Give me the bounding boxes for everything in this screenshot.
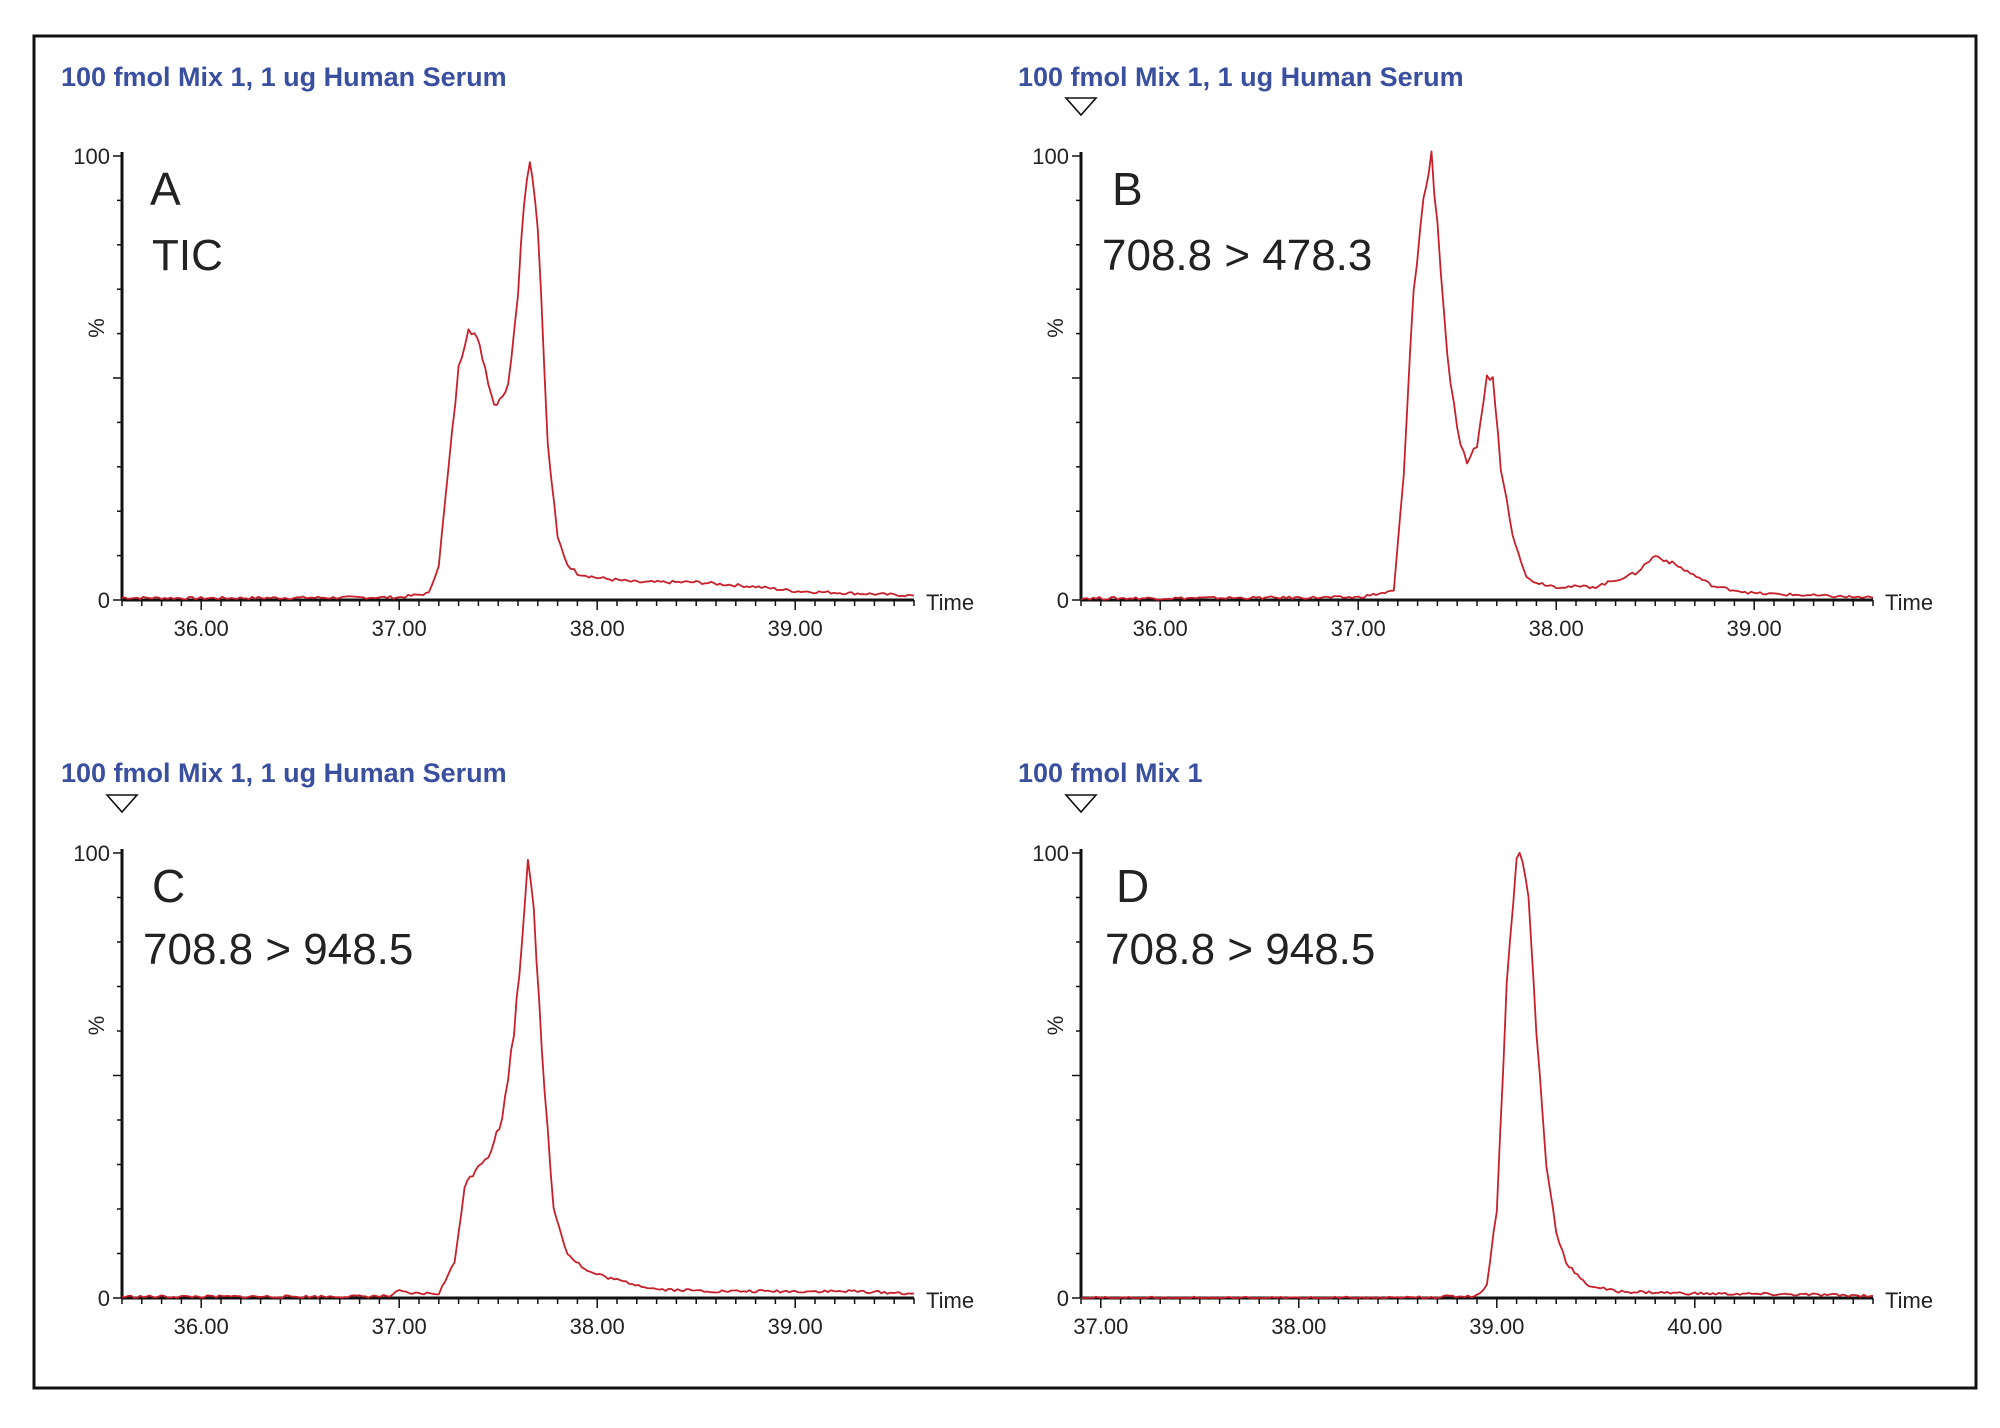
panel-c: 100 fmol Mix 1, 1 ug Human Serum C 708.8… <box>61 758 507 974</box>
chromatogram-trace-d <box>1081 851 1874 1299</box>
x-tick-label: 39.00 <box>768 616 823 641</box>
panel-c-letter: C <box>152 860 185 912</box>
chart-d: 37.00 38.00 39.00 40.00 0 100 Time% <box>1032 794 1933 1339</box>
x-tick-label: 37.00 <box>1331 616 1386 641</box>
peak-marker-icon <box>1064 97 1098 117</box>
x-tick-label: 40.00 <box>1667 1314 1722 1339</box>
panel-a: 100 fmol Mix 1, 1 ug Human Serum A TIC <box>61 62 507 280</box>
y-tick-label: 0 <box>1057 588 1069 613</box>
x-tick-label: 36.00 <box>1133 616 1188 641</box>
x-tick-label: 39.00 <box>1727 616 1782 641</box>
y-tick-label: 0 <box>98 588 110 613</box>
panel-a-letter: A <box>150 163 181 215</box>
y-tick-label: 0 <box>98 1286 110 1311</box>
panel-d-title: 100 fmol Mix 1 <box>1018 758 1203 788</box>
chromatogram-trace-a <box>121 161 915 601</box>
y-tick-label: 100 <box>73 841 110 866</box>
panel-b-title: 100 fmol Mix 1, 1 ug Human Serum <box>1018 62 1464 92</box>
x-tick-label: 38.00 <box>570 1314 625 1339</box>
y-tick-label: 100 <box>73 144 110 169</box>
x-tick-label: 36.00 <box>174 616 229 641</box>
x-axis-title: Time <box>926 1288 974 1313</box>
x-tick-label: 38.00 <box>1271 1314 1326 1339</box>
x-tick-label: 39.00 <box>1469 1314 1524 1339</box>
chart-b: 36.00 37.00 38.00 39.00 0 100 Time% <box>1032 97 1933 641</box>
y-axis-title: % <box>84 318 109 338</box>
x-axis-title: Time <box>1885 590 1933 615</box>
chromatogram-trace-b <box>1080 150 1874 601</box>
panel-a-title: 100 fmol Mix 1, 1 ug Human Serum <box>61 62 507 92</box>
panel-b-letter: B <box>1112 163 1143 215</box>
x-tick-label: 37.00 <box>372 616 427 641</box>
y-axis-title: % <box>84 1016 109 1036</box>
y-tick-label: 100 <box>1032 841 1069 866</box>
chart-c: 36.00 37.00 38.00 39.00 0 100 Time% <box>73 794 974 1339</box>
x-axis-title: Time <box>926 590 974 615</box>
peak-marker-icon <box>1064 794 1098 814</box>
y-tick-label: 100 <box>1032 144 1069 169</box>
panel-b: 100 fmol Mix 1, 1 ug Human Serum B 708.8… <box>1018 62 1464 280</box>
y-axis-title: % <box>1043 318 1068 338</box>
figure-frame <box>32 34 1978 1390</box>
x-tick-label: 37.00 <box>1073 1314 1128 1339</box>
y-tick-label: 0 <box>1057 1286 1069 1311</box>
chart-a: 36.00 37.00 38.00 39.00 0 100 Time% <box>73 144 974 641</box>
x-tick-label: 38.00 <box>570 616 625 641</box>
chromatogram-trace-c <box>121 858 915 1299</box>
y-axis-title: % <box>1043 1016 1068 1036</box>
panel-a-ion-label: TIC <box>152 231 223 280</box>
peak-marker-icon <box>105 794 139 814</box>
x-tick-label: 37.00 <box>372 1314 427 1339</box>
x-tick-label: 36.00 <box>174 1314 229 1339</box>
panel-d: 100 fmol Mix 1 D 708.8 > 948.5 <box>1018 758 1375 974</box>
panel-d-letter: D <box>1116 860 1149 912</box>
x-axis-title: Time <box>1885 1288 1933 1313</box>
panel-c-title: 100 fmol Mix 1, 1 ug Human Serum <box>61 758 507 788</box>
x-tick-label: 38.00 <box>1529 616 1584 641</box>
x-tick-label: 39.00 <box>768 1314 823 1339</box>
panel-b-ion-label: 708.8 > 478.3 <box>1102 231 1372 280</box>
panel-c-ion-label: 708.8 > 948.5 <box>143 925 413 974</box>
panel-d-ion-label: 708.8 > 948.5 <box>1105 925 1375 974</box>
